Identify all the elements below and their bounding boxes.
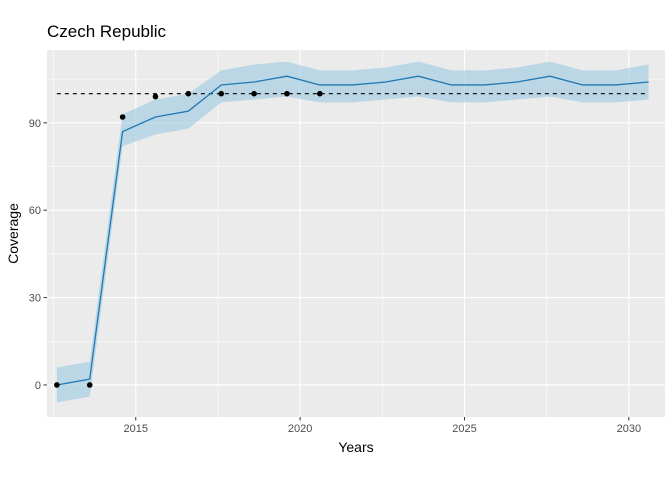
line-layer — [56, 75, 649, 386]
x-tick-label: 2020 — [288, 423, 312, 435]
confidence-ribbon-layer — [56, 61, 649, 403]
grid-major — [47, 50, 665, 417]
grid-minor — [47, 50, 665, 417]
data-point — [218, 90, 225, 97]
y-axis-ticks: 0 30 60 90 — [29, 118, 47, 392]
data-point — [317, 90, 323, 97]
x-axis-ticks: 2015 2020 2025 2030 — [124, 417, 641, 435]
data-point — [251, 90, 257, 97]
data-point — [152, 93, 159, 100]
y-tick-label: 60 — [29, 205, 41, 217]
data-point — [86, 382, 93, 388]
y-tick-label: 30 — [29, 293, 41, 305]
plot-panel — [47, 50, 665, 417]
x-tick-label: 2025 — [452, 423, 476, 435]
data-point — [54, 382, 60, 388]
data-point — [284, 90, 290, 97]
data-point — [119, 114, 126, 120]
chart-title: Czech Republic — [47, 22, 167, 41]
points-layer — [54, 90, 323, 388]
data-point — [185, 90, 192, 97]
x-axis-title: Years — [338, 439, 373, 455]
x-tick-label: 2030 — [617, 423, 641, 435]
confidence-ribbon — [56, 61, 649, 403]
y-axis-title: Coverage — [5, 203, 21, 264]
y-tick-label: 0 — [35, 380, 41, 392]
x-tick-label: 2015 — [124, 423, 148, 435]
y-tick-label: 90 — [29, 118, 41, 130]
coverage-line — [56, 75, 649, 386]
